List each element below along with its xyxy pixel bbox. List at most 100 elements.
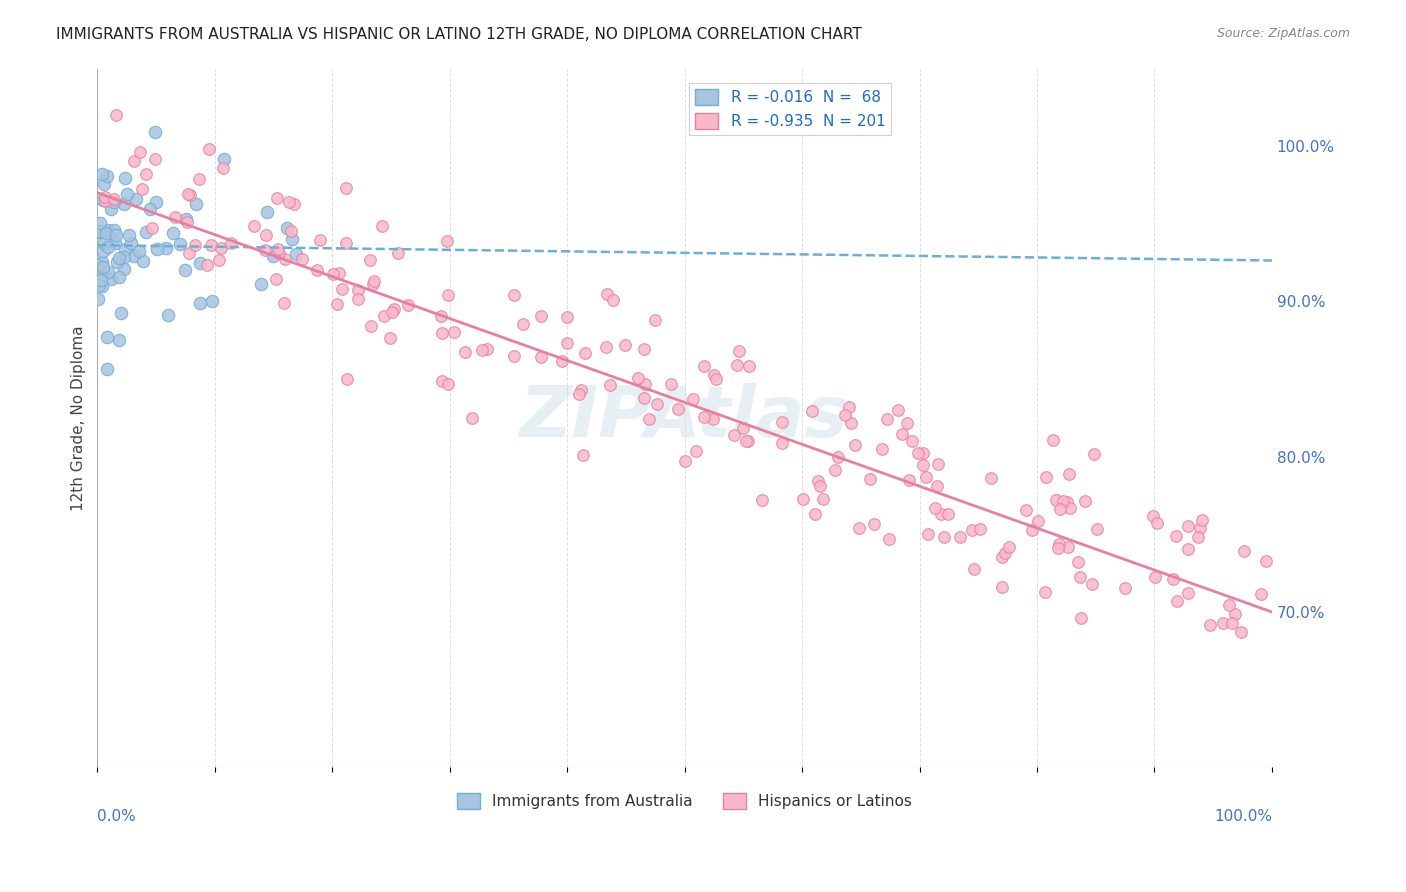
Text: 100.0%: 100.0% xyxy=(1213,809,1272,824)
Point xyxy=(437,288,460,302)
Point xyxy=(1142,509,1164,524)
Point xyxy=(735,434,758,448)
Point xyxy=(396,298,419,312)
Point xyxy=(162,226,184,240)
Point xyxy=(530,309,553,323)
Point xyxy=(378,331,401,345)
Point xyxy=(824,463,846,477)
Point xyxy=(969,523,991,537)
Point xyxy=(1233,543,1256,558)
Point xyxy=(876,412,898,426)
Point xyxy=(195,258,218,272)
Point xyxy=(346,283,368,297)
Text: 0.0%: 0.0% xyxy=(97,809,136,824)
Point xyxy=(879,532,901,546)
Point xyxy=(453,344,475,359)
Point xyxy=(1052,493,1074,508)
Text: IMMIGRANTS FROM AUSTRALIA VS HISPANIC OR LATINO 12TH GRADE, NO DIPLOMA CORRELATI: IMMIGRANTS FROM AUSTRALIA VS HISPANIC OR… xyxy=(56,27,862,42)
Point xyxy=(256,227,278,242)
Point xyxy=(91,194,114,208)
Point xyxy=(994,545,1017,559)
Point xyxy=(211,161,233,176)
Point xyxy=(437,376,460,391)
Point xyxy=(177,246,200,260)
Point xyxy=(112,262,135,277)
Point xyxy=(599,378,621,392)
Point xyxy=(703,368,725,383)
Point xyxy=(347,292,370,306)
Point xyxy=(693,409,716,424)
Point xyxy=(254,243,277,257)
Point xyxy=(173,263,195,277)
Point xyxy=(725,359,748,373)
Point xyxy=(96,362,118,376)
Point xyxy=(924,500,946,515)
Point xyxy=(863,517,886,532)
Point xyxy=(1069,569,1091,583)
Point xyxy=(1014,503,1036,517)
Point xyxy=(1161,572,1184,586)
Point xyxy=(471,343,494,358)
Point xyxy=(325,297,347,311)
Point xyxy=(122,249,145,263)
Point xyxy=(811,491,834,506)
Point xyxy=(693,359,716,373)
Point xyxy=(633,342,655,356)
Point xyxy=(1191,513,1213,527)
Point xyxy=(1070,611,1092,625)
Point xyxy=(128,244,150,258)
Point xyxy=(827,450,849,464)
Point xyxy=(839,417,862,431)
Point xyxy=(801,404,824,418)
Point xyxy=(475,342,498,356)
Point xyxy=(278,195,301,210)
Point xyxy=(1067,556,1090,570)
Point xyxy=(309,233,332,247)
Point xyxy=(135,167,157,181)
Point xyxy=(94,189,117,203)
Point xyxy=(770,415,793,429)
Point xyxy=(1223,607,1246,621)
Point xyxy=(436,235,458,249)
Point xyxy=(1177,586,1199,600)
Point xyxy=(283,197,305,211)
Point xyxy=(93,260,115,274)
Point xyxy=(870,442,893,457)
Point xyxy=(89,216,111,230)
Point xyxy=(103,194,125,209)
Point xyxy=(569,383,592,397)
Point xyxy=(1035,469,1057,483)
Point xyxy=(250,277,273,292)
Point xyxy=(613,338,636,352)
Point xyxy=(328,266,350,280)
Point xyxy=(1114,581,1136,595)
Point xyxy=(728,344,751,359)
Point xyxy=(633,391,655,405)
Point xyxy=(91,244,114,258)
Point xyxy=(143,125,166,139)
Point xyxy=(335,236,357,251)
Point xyxy=(898,473,921,487)
Point xyxy=(702,411,724,425)
Point xyxy=(198,142,221,156)
Point xyxy=(901,434,924,448)
Point xyxy=(896,417,918,431)
Point xyxy=(666,401,689,416)
Point xyxy=(991,549,1014,564)
Point xyxy=(568,387,591,401)
Point xyxy=(363,277,385,291)
Point xyxy=(807,475,830,489)
Point xyxy=(120,235,142,250)
Point xyxy=(1199,617,1222,632)
Point xyxy=(108,251,131,265)
Point xyxy=(105,228,128,243)
Point xyxy=(90,167,112,181)
Point xyxy=(512,317,534,331)
Point xyxy=(602,293,624,307)
Point xyxy=(936,507,959,521)
Point xyxy=(1146,516,1168,531)
Point xyxy=(212,152,235,166)
Point xyxy=(114,242,136,256)
Point xyxy=(112,251,135,265)
Point xyxy=(169,237,191,252)
